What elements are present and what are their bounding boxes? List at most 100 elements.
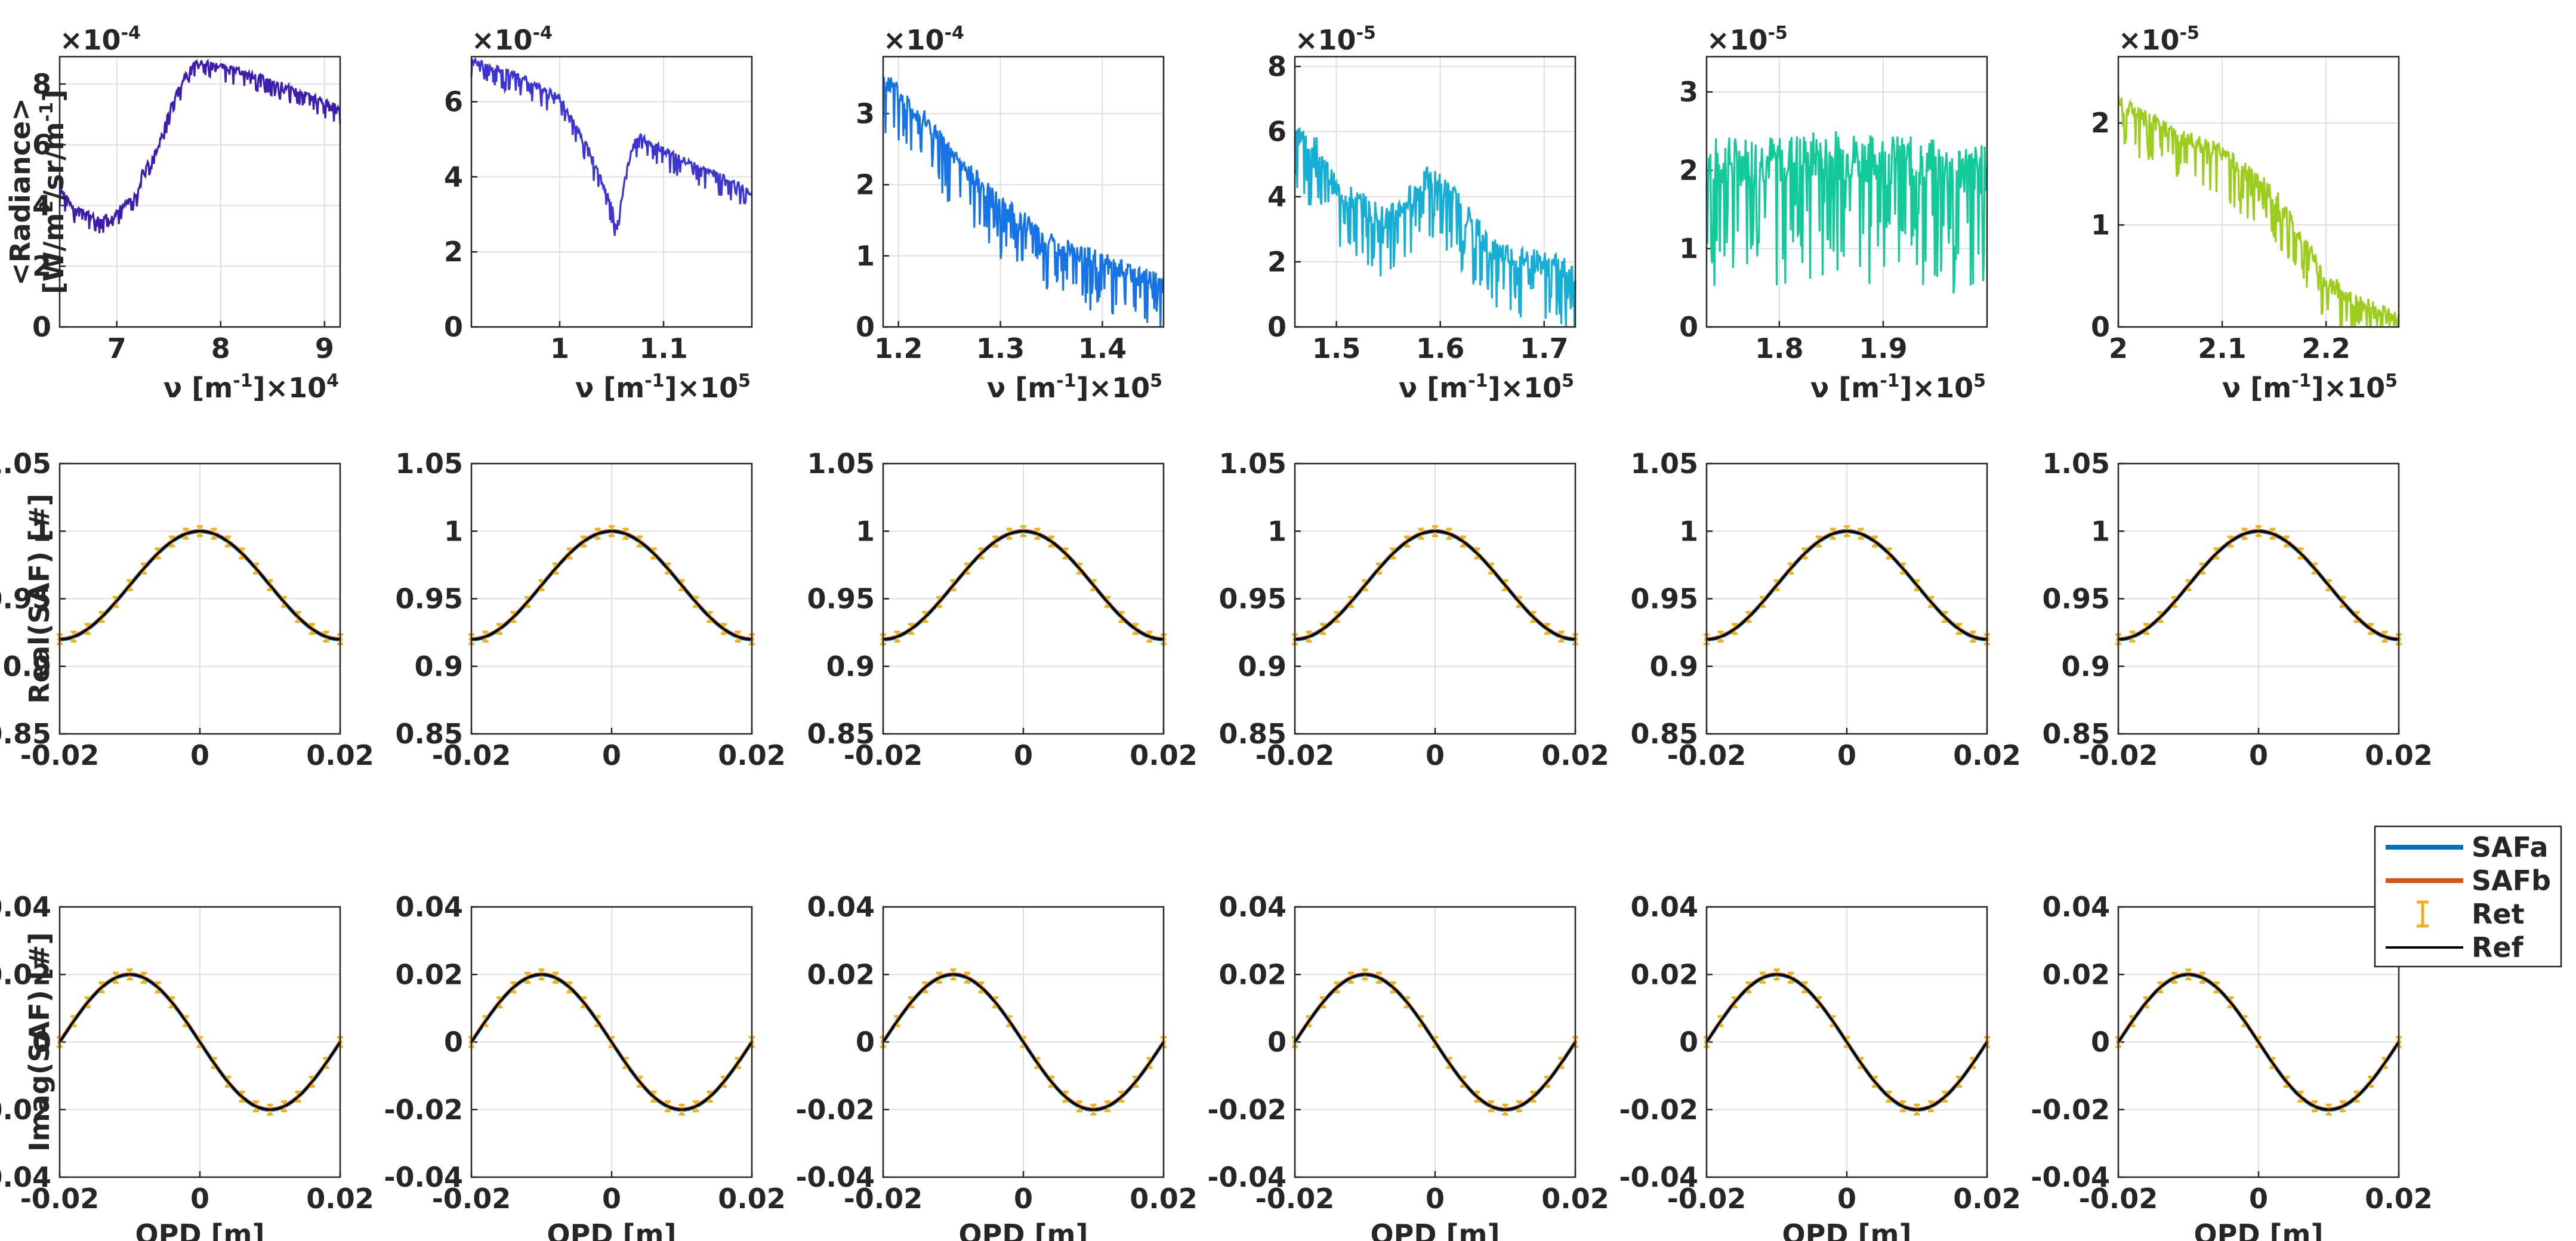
real-6-xtick-label: 0 xyxy=(2249,739,2268,771)
x-axis-label: OPD [m] xyxy=(959,1218,1088,1241)
real-2-ytick-label: 1.05 xyxy=(396,447,464,480)
ref-line xyxy=(1294,530,1576,641)
imag-1-ytick-label: 0 xyxy=(32,1026,51,1058)
axes-box xyxy=(1705,462,1988,735)
imag-3-xtick-label: -0.02 xyxy=(844,1183,923,1215)
real-5-ytick-label: 1.05 xyxy=(1631,447,1699,480)
imag-5-xtick-label: 0 xyxy=(1837,1183,1856,1215)
real-4-ytick-label: 0.95 xyxy=(1219,583,1287,615)
real-4-ytick-label: 1.05 xyxy=(1219,447,1287,480)
real-panel-4: -0.02 0 0.02 0.85 0.9 0.95 1 1.05 xyxy=(1219,447,1609,771)
radiance-4-xtick-label: 1.7 xyxy=(1520,332,1569,365)
y-exponent-label: ×10-4 xyxy=(60,23,141,56)
x-axis-label: ν [m-1]×105 xyxy=(1810,371,1986,404)
real-3-ytick-label: 1.05 xyxy=(807,447,875,480)
real-4-xtick-label: 0.02 xyxy=(1541,739,1609,771)
ref-line xyxy=(882,973,1165,1111)
radiance-1-xtick-label: 9 xyxy=(315,332,334,365)
real-5-ytick-label: 0.95 xyxy=(1631,583,1699,615)
imag-2-xtick-label: -0.02 xyxy=(432,1183,511,1215)
legend-safa-label: SAFa xyxy=(2472,831,2549,863)
radiance-5-ytick-label: 2 xyxy=(1679,154,1698,186)
imag-5-ytick-label: -0.04 xyxy=(1619,1161,1698,1193)
real-1-ytick-label: 0.9 xyxy=(3,650,52,683)
x-axis-label: ν [m-1]×105 xyxy=(2222,371,2398,404)
radiance-4-ytick-label: 6 xyxy=(1267,116,1287,148)
axes-box xyxy=(2117,462,2400,735)
axes-box xyxy=(882,906,1165,1178)
imag-5-ytick-label: 0.04 xyxy=(1631,891,1699,923)
imag-1-xtick-label: -0.02 xyxy=(20,1183,100,1215)
x-axis-label: OPD [m] xyxy=(135,1218,265,1241)
axes-box xyxy=(882,462,1165,735)
radiance-3-xtick-label: 1.2 xyxy=(874,332,923,365)
x-axis-label: ν [m-1]×105 xyxy=(987,371,1162,404)
real-ylabel-text: Real(SAF) [#] xyxy=(23,493,55,703)
axes-box xyxy=(882,55,1165,328)
imag-6-xtick-label: -0.02 xyxy=(2079,1183,2158,1215)
real-2-ytick-label: 1 xyxy=(444,515,463,547)
radiance-ylabel: <Radiance> [W/m2/sr/m-1] xyxy=(4,89,70,294)
real-5-ytick-label: 1 xyxy=(1679,515,1698,547)
imag-ylabel: Imag(SAF) [#] xyxy=(23,933,55,1152)
imag-2-ytick-label: -0.02 xyxy=(384,1094,463,1126)
radiance-3-xtick-label: 1.4 xyxy=(1078,332,1127,365)
axes-box xyxy=(58,906,341,1178)
legend-ref-label: Ref xyxy=(2472,931,2524,964)
radiance-1-ytick-label: 6 xyxy=(32,129,51,161)
real-6-ytick-label: 0.95 xyxy=(2043,583,2111,615)
real-panel-5: -0.02 0 0.02 0.85 0.9 0.95 1 1.05 xyxy=(1631,447,2021,771)
radiance-6-xtick-label: 2.1 xyxy=(2198,332,2247,365)
real-5-ytick-label: 0.9 xyxy=(1650,650,1699,683)
real-6-ytick-label: 1.05 xyxy=(2043,447,2111,480)
imag-3-ytick-label: -0.02 xyxy=(795,1094,875,1126)
x-axis-label: ν [m-1]×105 xyxy=(575,371,751,404)
ref-line xyxy=(59,530,341,641)
x-axis-label: OPD [m] xyxy=(2194,1218,2324,1241)
ref-line xyxy=(58,973,341,1111)
imag-6-xtick-label: 0.02 xyxy=(2365,1183,2433,1215)
real-2-ytick-label: 0.95 xyxy=(396,583,464,615)
radiance-spectrum-line xyxy=(470,57,753,236)
real-5-ytick-label: 0.85 xyxy=(1631,718,1699,750)
imag-2-ytick-label: 0.04 xyxy=(396,891,464,923)
radiance-6-xtick-label: 2 xyxy=(2109,332,2128,365)
radiance-panel-3: 1.2 1.3 1.4 0 1 2 3 ×10-4 ν [m-1]×105 xyxy=(856,23,1165,404)
imag-4-xtick-label: 0 xyxy=(1426,1183,1445,1215)
radiance-2-ytick-label: 4 xyxy=(444,160,463,193)
real-panel-2: -0.02 0 0.02 0.85 0.9 0.95 1 1.05 xyxy=(396,447,786,771)
radiance-spectrum-line xyxy=(883,76,1165,326)
radiance-2-xtick-label: 1.1 xyxy=(639,332,688,365)
imag-5-xtick-label: -0.02 xyxy=(1667,1183,1747,1215)
x-axis-label: OPD [m] xyxy=(1371,1218,1500,1241)
imag-3-ytick-label: -0.04 xyxy=(795,1161,875,1193)
axes-box xyxy=(470,906,753,1178)
radiance-4-ytick-label: 0 xyxy=(1267,311,1287,343)
radiance-1-ytick-label: 0 xyxy=(32,311,51,343)
imag-4-ytick-label: 0 xyxy=(1267,1026,1287,1058)
real-2-ytick-label: 0.9 xyxy=(415,650,464,683)
radiance-6-ytick-label: 2 xyxy=(2091,107,2110,139)
real-5-xtick-label: 0 xyxy=(1837,739,1856,771)
x-axis-label: OPD [m] xyxy=(547,1218,677,1241)
radiance-4-ytick-label: 4 xyxy=(1267,181,1287,213)
radiance-3-xtick-label: 1.3 xyxy=(976,332,1025,365)
imag-6-ytick-label: -0.04 xyxy=(2031,1161,2110,1193)
imag-3-ytick-label: 0.02 xyxy=(807,958,875,990)
imag-3-ytick-label: 0 xyxy=(856,1026,875,1058)
real-6-ytick-label: 0.85 xyxy=(2043,718,2111,750)
imag-2-ytick-label: 0 xyxy=(444,1026,463,1058)
real-6-ytick-label: 1 xyxy=(2091,515,2110,547)
radiance-3-ytick-label: 1 xyxy=(856,240,875,272)
radiance-1-xtick-label: 8 xyxy=(211,332,230,365)
radiance-panel-4: 1.5 1.6 1.7 0 2 4 6 8×10-5 ν [m-1]×105 xyxy=(1267,23,1577,404)
radiance-2-xtick-label: 1 xyxy=(550,332,569,365)
ref-line xyxy=(883,530,1164,641)
y-exponent-label: ×10-5 xyxy=(2118,23,2199,56)
real-4-xtick-label: -0.02 xyxy=(1255,739,1335,771)
